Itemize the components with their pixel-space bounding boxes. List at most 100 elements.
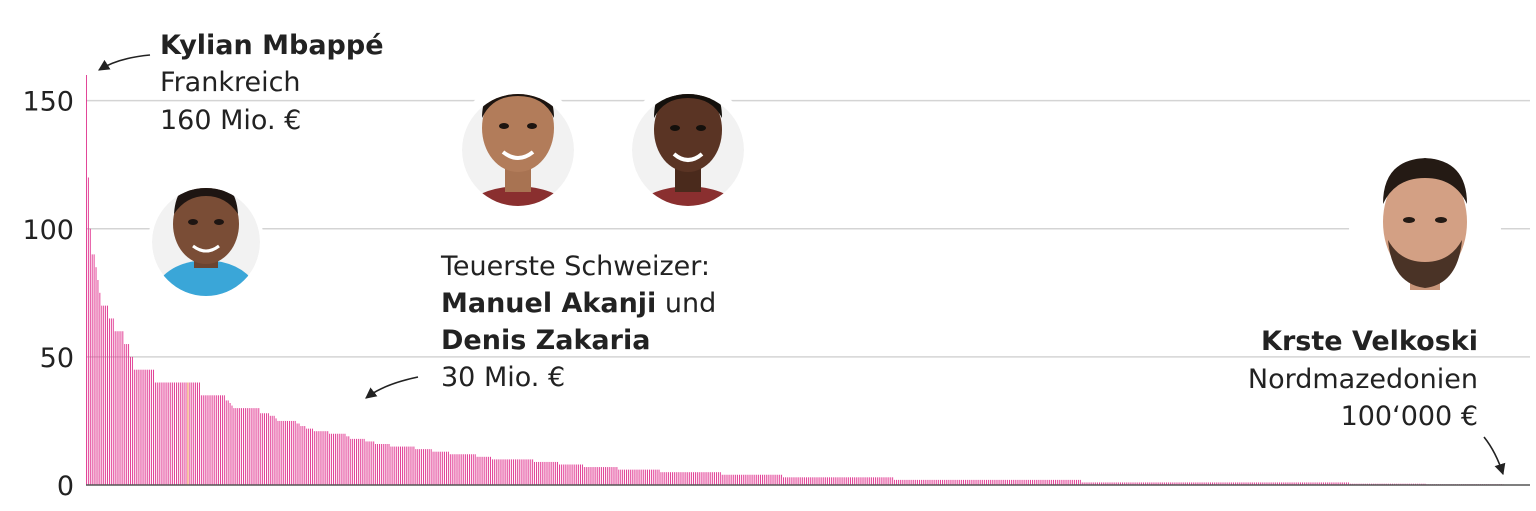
- bar-583: [1202, 482, 1204, 485]
- bar-65: [210, 395, 212, 485]
- bar-599: [1233, 482, 1234, 485]
- bar-592: [1219, 482, 1221, 485]
- bar-342: [740, 474, 742, 485]
- bar-541: [1122, 482, 1123, 485]
- bar-533: [1106, 482, 1108, 485]
- bar-451: [949, 479, 951, 486]
- bar-278: [618, 469, 620, 486]
- bar-659: [1347, 482, 1349, 485]
- bar-554: [1146, 482, 1148, 485]
- bar-596: [1227, 482, 1229, 485]
- bar-466: [978, 479, 980, 486]
- bar-431: [911, 479, 913, 486]
- bar-279: [620, 469, 622, 486]
- bar-323: [704, 472, 706, 485]
- bar-564: [1166, 482, 1167, 485]
- bar-454: [955, 479, 957, 486]
- bar-367: [788, 477, 790, 485]
- bar-20: [124, 344, 126, 485]
- bar-387: [827, 477, 829, 485]
- bar-172: [415, 449, 417, 486]
- bar-123: [321, 431, 323, 485]
- bar-187: [444, 451, 446, 485]
- bar-41: [164, 382, 166, 485]
- bar-174: [419, 449, 421, 486]
- bar-260: [583, 467, 585, 485]
- bar-1: [87, 177, 89, 485]
- bar-235: [536, 461, 537, 485]
- bar-498: [1039, 479, 1041, 486]
- bar-170: [411, 446, 413, 485]
- bar-414: [878, 477, 880, 485]
- bar-214: [495, 459, 497, 486]
- bar-184: [438, 451, 440, 485]
- bar-502: [1047, 479, 1049, 486]
- bar-402: [855, 477, 857, 485]
- bar-555: [1148, 482, 1150, 485]
- bar-639: [1309, 482, 1311, 485]
- bar-90: [258, 408, 260, 486]
- bar-656: [1342, 482, 1344, 485]
- bar-171: [413, 446, 415, 485]
- bar-23: [130, 356, 131, 486]
- bar-12: [108, 318, 110, 485]
- bar-135: [344, 433, 346, 485]
- bar-220: [507, 459, 509, 486]
- bar-107: [290, 420, 292, 485]
- bar-472: [989, 479, 991, 486]
- bar-372: [798, 477, 800, 485]
- bar-240: [545, 461, 547, 485]
- bar-124: [323, 431, 325, 485]
- bar-35: [153, 369, 154, 485]
- bar-40: [162, 382, 164, 485]
- bar-626: [1284, 482, 1286, 485]
- bar-53: [187, 382, 189, 485]
- bar-231: [528, 459, 530, 486]
- bar-565: [1167, 482, 1169, 485]
- bar-518: [1077, 479, 1079, 486]
- bar-628: [1288, 482, 1290, 485]
- bar-633: [1298, 482, 1300, 485]
- bar-393: [838, 477, 840, 485]
- bar-17: [118, 331, 120, 485]
- bar-122: [319, 431, 321, 485]
- bar-137: [348, 436, 350, 485]
- bar-180: [430, 449, 432, 486]
- bar-210: [488, 456, 490, 485]
- bar-213: [493, 459, 495, 486]
- bar-424: [897, 479, 899, 486]
- bar-255: [574, 464, 576, 485]
- bar-224: [514, 459, 516, 486]
- bar-574: [1185, 482, 1187, 485]
- annotation-swiss-connector: und: [656, 288, 716, 319]
- annotation-mbappe-country: Frankreich: [160, 67, 301, 98]
- bar-391: [834, 477, 836, 485]
- bar-335: [727, 474, 729, 485]
- bar-92: [262, 413, 264, 485]
- bar-249: [562, 464, 564, 485]
- bar-136: [346, 436, 348, 485]
- bar-8: [101, 305, 103, 486]
- bar-226: [518, 459, 520, 486]
- bar-398: [848, 477, 850, 485]
- bar-300: [660, 472, 662, 485]
- bar-577: [1190, 482, 1192, 485]
- bar-58: [197, 382, 198, 485]
- bar-346: [748, 474, 750, 485]
- bar-173: [417, 449, 419, 486]
- bar-493: [1030, 479, 1031, 486]
- bar-484: [1012, 479, 1014, 486]
- bar-99: [275, 418, 277, 486]
- bar-334: [725, 474, 727, 485]
- bar-344: [744, 474, 746, 485]
- bar-397: [846, 477, 848, 485]
- bar-202: [472, 454, 474, 485]
- bar-625: [1282, 482, 1284, 485]
- bar-505: [1053, 479, 1054, 486]
- bar-486: [1016, 479, 1018, 486]
- y-tick-label-100: 100: [22, 215, 74, 246]
- bar-74: [227, 400, 229, 485]
- bar-43: [168, 382, 170, 485]
- bar-566: [1169, 482, 1171, 485]
- bar-582: [1200, 482, 1202, 485]
